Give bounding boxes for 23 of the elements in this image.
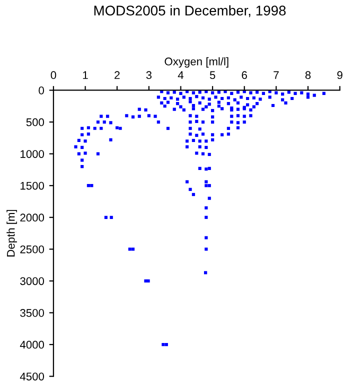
x-tick-label: 9 <box>337 71 342 80</box>
chart-title: MODS2005 in December, 1998 <box>94 5 286 18</box>
y-tick-label: 3500 <box>20 309 44 317</box>
y-tick-label: 500 <box>26 118 44 126</box>
y-tick-label: 1000 <box>20 150 44 158</box>
x-tick-label: 0 <box>50 71 56 80</box>
x-tick-label: 6 <box>242 71 247 80</box>
x-tick-label: 7 <box>274 71 279 79</box>
y-tick-label: 1500 <box>20 182 44 190</box>
x-tick-label: 3 <box>146 71 152 80</box>
y-axis-title: Depth [m] <box>6 210 17 256</box>
x-tick-label: 4 <box>178 71 184 79</box>
x-tick-label: 2 <box>114 71 120 79</box>
x-tick-label: 1 <box>83 71 88 79</box>
x-tick-label: 8 <box>305 71 311 80</box>
y-tick-label: 0 <box>38 86 44 94</box>
y-tick-label: 2000 <box>20 214 44 222</box>
y-tick-label: 2500 <box>20 245 44 254</box>
x-tick-label: 5 <box>210 71 216 80</box>
y-tick-label: 4500 <box>20 372 44 380</box>
y-tick-label: 3000 <box>20 277 44 286</box>
x-axis-title: Oxygen [ml/l] <box>164 57 228 68</box>
y-tick-label: 4000 <box>20 340 44 349</box>
